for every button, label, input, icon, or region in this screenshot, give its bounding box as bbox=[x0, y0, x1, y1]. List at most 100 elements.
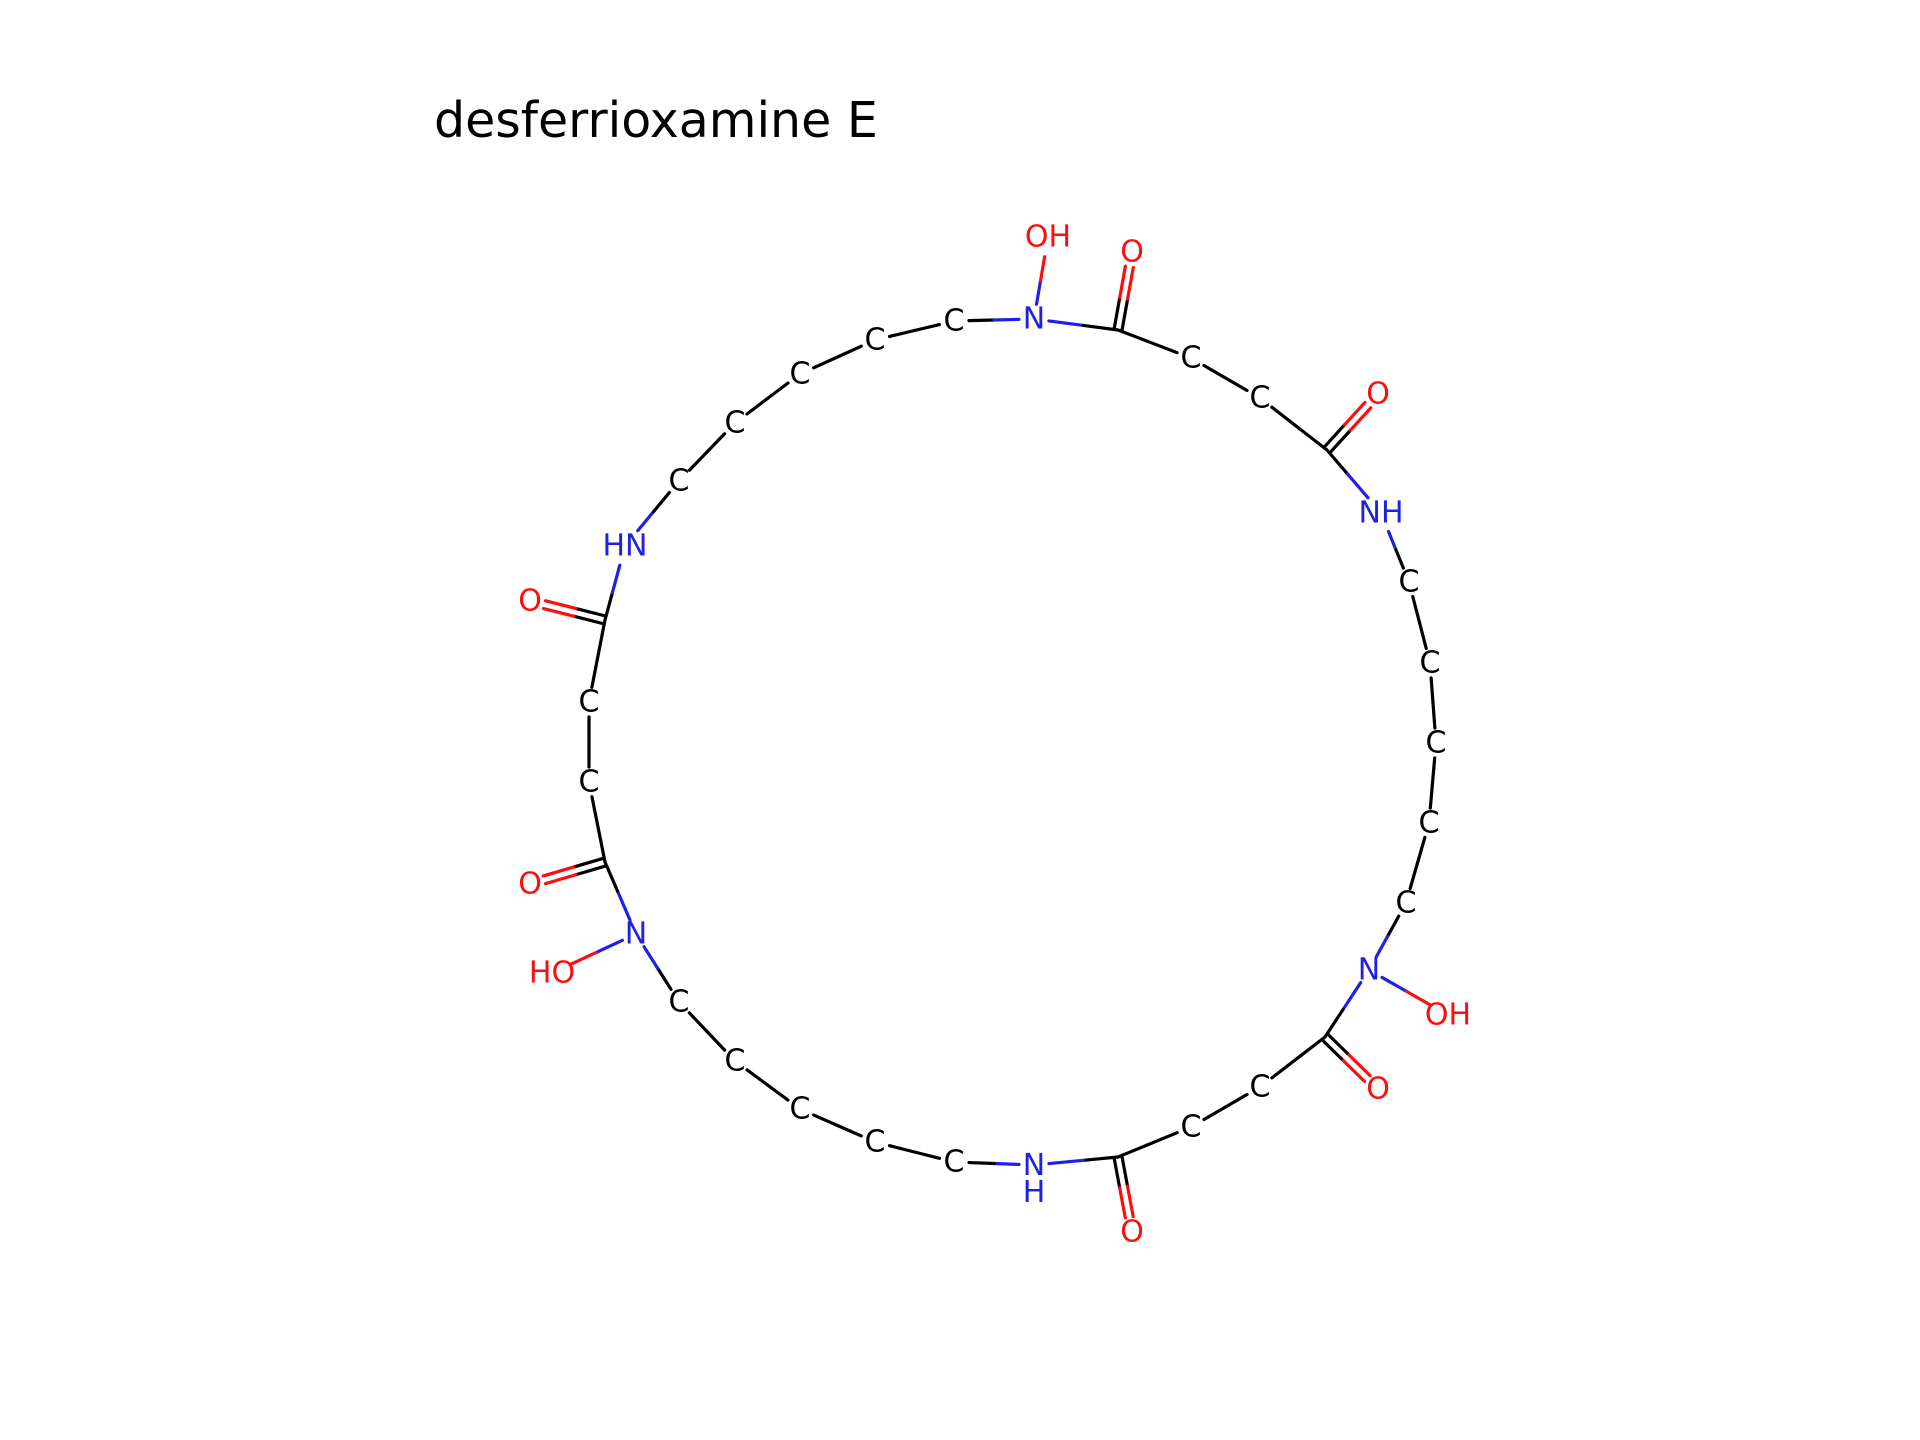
bond-c7-c8 bbox=[1202, 363, 1228, 380]
bond-c24-c25 bbox=[590, 795, 601, 831]
bond-c15-o3 bbox=[1320, 1038, 1345, 1063]
bond-c27-nh3 bbox=[610, 563, 622, 595]
bond-c13-c14 bbox=[1415, 835, 1427, 865]
bond-c18-o4 bbox=[1118, 1186, 1127, 1220]
bond-n1-oh1 bbox=[1038, 255, 1047, 283]
bond-c14-n2 bbox=[1385, 914, 1401, 939]
bond-c10-c11 bbox=[1411, 594, 1422, 625]
bond-c1-c2 bbox=[705, 432, 727, 454]
bond-nh3-c1 bbox=[651, 490, 672, 514]
atom-c17: C bbox=[1181, 1110, 1202, 1145]
bond-c3-c4 bbox=[812, 355, 840, 370]
bond-c3-c4 bbox=[835, 344, 863, 359]
bond-c19-c20 bbox=[912, 1150, 942, 1160]
atom-c20: C bbox=[865, 1125, 886, 1160]
bond-c9-nh1 bbox=[1345, 472, 1370, 500]
atom-nh3: HN bbox=[603, 529, 648, 564]
bond-c11-c12 bbox=[1429, 676, 1435, 705]
bond-c6-c7 bbox=[1145, 339, 1179, 355]
bond-c21-c22 bbox=[745, 1068, 770, 1087]
bond-c16-c17 bbox=[1223, 1092, 1249, 1109]
bond-c5-n1 bbox=[992, 317, 1021, 322]
atom-c16: C bbox=[1250, 1070, 1271, 1105]
bond-c15-o3 bbox=[1326, 1032, 1351, 1057]
bond-nh1-c10 bbox=[1386, 529, 1398, 552]
bond-c18-o4 bbox=[1112, 1156, 1122, 1190]
bond-c18-o4 bbox=[1125, 1184, 1135, 1219]
bond-c6-o1 bbox=[1118, 264, 1128, 300]
bond-c9-nh1 bbox=[1325, 448, 1350, 476]
atom-c11: C bbox=[1420, 646, 1441, 681]
bond-nh2-c19 bbox=[967, 1160, 996, 1166]
bond-c2-c3 bbox=[745, 396, 770, 416]
bond-c6-o1 bbox=[1126, 265, 1135, 301]
bond-c17-c18 bbox=[1116, 1143, 1150, 1159]
atom-c4: C bbox=[865, 323, 886, 358]
atom-nh1: NH bbox=[1359, 496, 1404, 531]
page-title: desferrioxamine E bbox=[434, 92, 878, 149]
bond-c15-o3 bbox=[1347, 1053, 1372, 1078]
bond-c9-o2 bbox=[1328, 428, 1353, 455]
bond-c24-o5 bbox=[543, 873, 578, 886]
bond-c9-o2 bbox=[1322, 423, 1347, 449]
atom-c7: C bbox=[1181, 341, 1202, 376]
bond-n1-c6 bbox=[1047, 319, 1086, 328]
bond-c7-c8 bbox=[1223, 376, 1249, 393]
bond-c24-o5 bbox=[571, 856, 606, 869]
bond-c14-n2 bbox=[1374, 934, 1390, 959]
bond-n3-oh3 bbox=[568, 950, 598, 967]
atom-c21: C bbox=[790, 1092, 811, 1127]
atom-c25: C bbox=[579, 765, 600, 800]
bond-c24-c25 bbox=[596, 827, 607, 864]
bond-n3-c24 bbox=[615, 889, 632, 922]
bond-c12-c13 bbox=[1430, 756, 1437, 785]
bond-c1-c2 bbox=[687, 450, 709, 472]
bond-c6-o1 bbox=[1112, 296, 1122, 331]
bond-c23-n3 bbox=[655, 966, 673, 991]
bond-c18-nh2 bbox=[1047, 1158, 1086, 1166]
bond-c27-o6 bbox=[574, 606, 608, 618]
atom-o2: O bbox=[1366, 377, 1390, 412]
bond-c15-o3 bbox=[1341, 1059, 1367, 1083]
bond-c11-c12 bbox=[1431, 701, 1437, 730]
bond-c5-n1 bbox=[967, 318, 996, 323]
bond-c8-c9 bbox=[1270, 405, 1302, 431]
bond-n2-oh2 bbox=[1380, 975, 1408, 993]
bond-c26-c27 bbox=[590, 652, 601, 689]
bond-c24-o5 bbox=[574, 864, 608, 877]
atom-c14: C bbox=[1396, 886, 1417, 921]
bond-c18-nh2 bbox=[1081, 1155, 1120, 1162]
atom-c2: C bbox=[725, 406, 746, 441]
atom-o1: O bbox=[1120, 235, 1144, 270]
bond-c24-o5 bbox=[541, 865, 576, 878]
bond-nh3-c1 bbox=[636, 509, 656, 533]
atom-o4: O bbox=[1120, 1215, 1144, 1250]
bond-nh1-c10 bbox=[1394, 548, 1405, 570]
bond-c9-o2 bbox=[1348, 406, 1373, 432]
bond-c22-c23 bbox=[705, 1029, 727, 1052]
bond-c15-c16 bbox=[1270, 1055, 1301, 1080]
bond-c23-n3 bbox=[642, 945, 660, 970]
bond-n2-c15 bbox=[1341, 980, 1363, 1012]
bond-c22-c23 bbox=[687, 1011, 709, 1034]
bond-c15-c16 bbox=[1296, 1035, 1327, 1060]
bond-n2-oh2 bbox=[1404, 989, 1433, 1007]
bond-c10-c11 bbox=[1417, 620, 1428, 651]
bond-c27-nh3 bbox=[603, 591, 614, 622]
bond-c20-c21 bbox=[812, 1113, 840, 1128]
bond-c6-o1 bbox=[1120, 297, 1130, 333]
atom-oh2: OH bbox=[1425, 998, 1471, 1033]
bond-c20-c21 bbox=[835, 1123, 863, 1138]
atom-c3: C bbox=[790, 357, 811, 392]
atom-c8: C bbox=[1250, 381, 1271, 416]
atom-n1: N bbox=[1023, 302, 1045, 337]
atom-n2: N bbox=[1358, 953, 1380, 988]
atom-c23: C bbox=[669, 985, 690, 1020]
bond-c17-c18 bbox=[1145, 1131, 1179, 1147]
bond-n2-c15 bbox=[1323, 1008, 1345, 1039]
atom-oh3: HO bbox=[529, 956, 575, 991]
bond-nh2-c19 bbox=[992, 1161, 1021, 1167]
atom-c13: C bbox=[1419, 806, 1440, 841]
